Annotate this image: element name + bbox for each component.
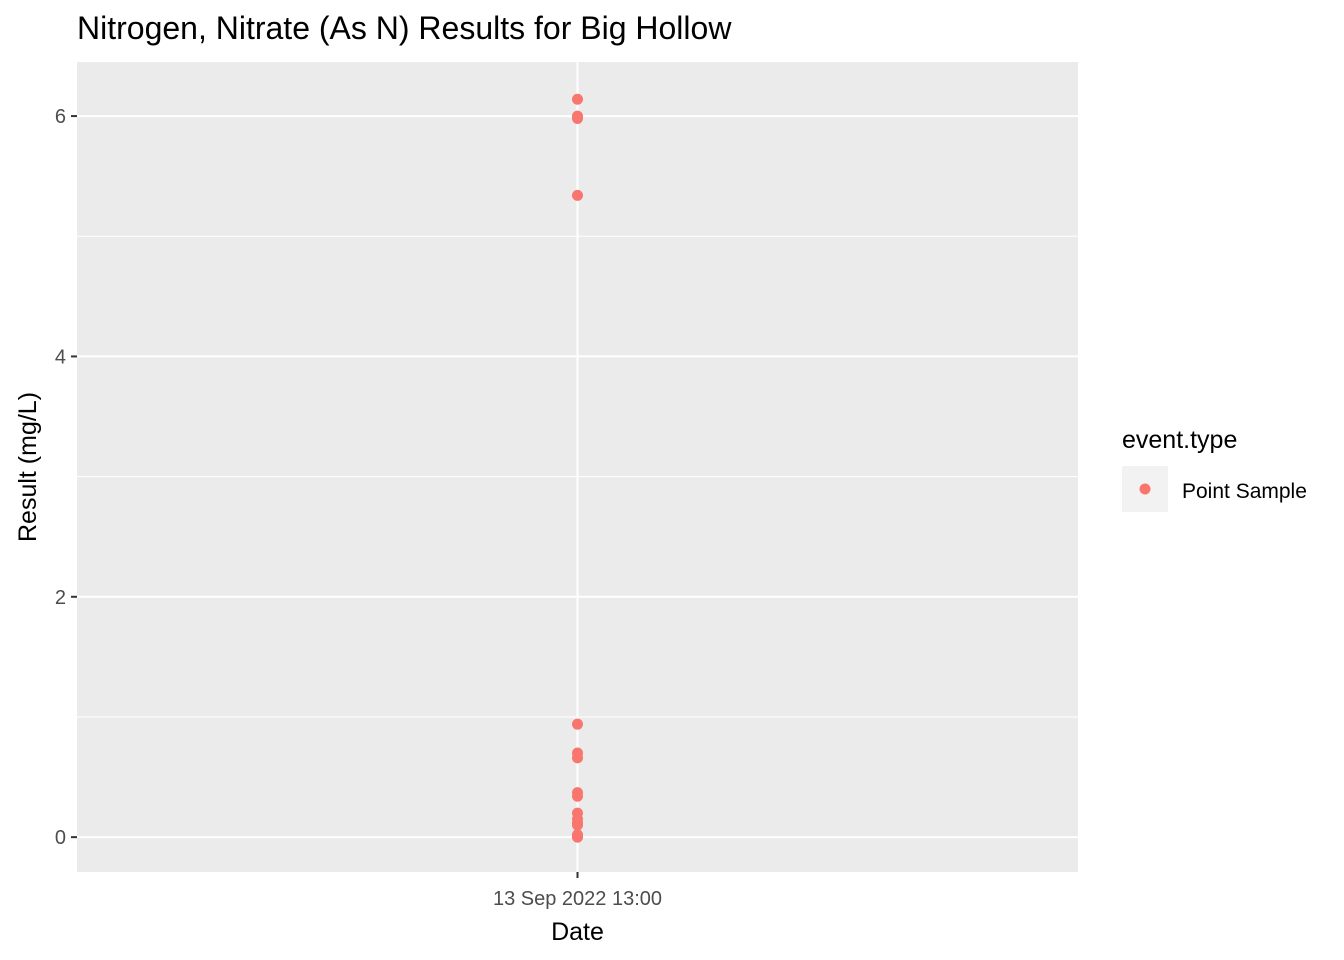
data-point	[572, 189, 583, 201]
data-point	[572, 718, 583, 730]
chart-title: Nitrogen, Nitrate (As N) Results for Big…	[77, 10, 732, 46]
legend-title: event.type	[1122, 426, 1237, 454]
x-tick-label: 13 Sep 2022 13:00	[493, 888, 662, 910]
x-axis: 13 Sep 2022 13:00	[493, 872, 662, 910]
data-point	[572, 112, 583, 124]
data-point	[572, 819, 583, 831]
y-axis-title: Result (mg/L)	[14, 392, 42, 542]
data-point	[572, 752, 583, 764]
data-point	[572, 831, 583, 843]
data-points	[572, 93, 583, 843]
data-point	[572, 93, 583, 105]
y-tick-label: 6	[55, 106, 66, 128]
y-tick-label: 2	[55, 587, 66, 609]
legend-label-point-sample: Point Sample	[1182, 480, 1307, 503]
y-tick-label: 4	[55, 346, 66, 368]
data-point	[572, 790, 583, 802]
y-axis: 0 2 4 6	[55, 106, 77, 849]
legend-point-icon	[1139, 483, 1151, 495]
legend: event.type Point Sample	[1122, 426, 1307, 512]
x-axis-title: Date	[551, 918, 604, 946]
y-tick-label: 0	[55, 827, 66, 849]
